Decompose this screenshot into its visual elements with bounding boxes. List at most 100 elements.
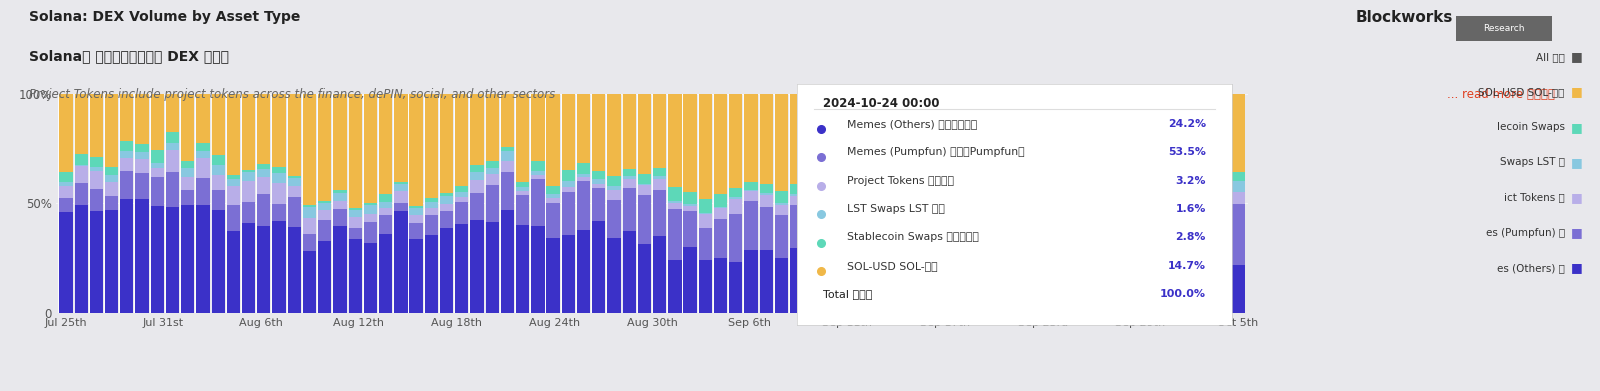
Bar — [410, 94, 422, 206]
Bar — [669, 94, 682, 187]
Bar — [866, 175, 880, 183]
Bar — [181, 167, 194, 177]
Bar — [744, 190, 758, 192]
Bar — [1003, 174, 1016, 192]
Bar — [699, 94, 712, 199]
Bar — [1094, 265, 1107, 313]
Text: ■: ■ — [1571, 50, 1582, 63]
Bar — [744, 94, 758, 182]
Bar — [790, 248, 803, 313]
Bar — [805, 94, 819, 181]
Bar — [1216, 265, 1229, 313]
Bar — [957, 167, 971, 169]
Bar — [211, 94, 226, 155]
Bar — [90, 189, 102, 211]
Text: Memes (Others) 模因（其他）: Memes (Others) 模因（其他） — [846, 119, 978, 129]
Bar — [394, 94, 408, 182]
Text: ■: ■ — [1571, 191, 1582, 204]
Bar — [531, 226, 544, 313]
Bar — [562, 187, 574, 192]
Bar — [288, 197, 301, 227]
Bar — [821, 94, 834, 189]
Bar — [714, 208, 728, 219]
Bar — [1216, 190, 1229, 265]
Bar — [318, 241, 331, 313]
Bar — [1094, 94, 1107, 176]
Bar — [866, 94, 880, 175]
Bar — [942, 157, 955, 159]
Bar — [683, 206, 696, 210]
Bar — [59, 212, 72, 313]
Bar — [805, 189, 819, 190]
Bar — [75, 94, 88, 154]
Bar — [90, 171, 102, 189]
Bar — [1048, 202, 1062, 257]
Bar — [730, 197, 742, 199]
Bar — [714, 94, 728, 194]
Bar — [866, 189, 880, 203]
Bar — [333, 226, 347, 313]
Bar — [59, 94, 72, 172]
Bar — [957, 94, 971, 167]
Bar — [1048, 187, 1062, 202]
Text: ict Tokens 项: ict Tokens 项 — [1504, 192, 1565, 203]
Bar — [835, 242, 850, 313]
Bar — [744, 182, 758, 190]
Text: 14.7%: 14.7% — [1168, 261, 1206, 271]
Bar — [150, 206, 163, 313]
Bar — [227, 231, 240, 313]
Bar — [942, 227, 955, 313]
Bar — [1171, 165, 1184, 171]
Bar — [454, 94, 469, 187]
Bar — [515, 191, 530, 195]
Bar — [1202, 199, 1214, 204]
Bar — [1048, 176, 1062, 179]
Bar — [942, 94, 955, 154]
Bar — [120, 94, 133, 141]
Text: Stablecoin Swaps 稳定币掌期: Stablecoin Swaps 稳定币掌期 — [846, 232, 979, 242]
Bar — [896, 195, 910, 242]
Bar — [683, 247, 696, 313]
Bar — [957, 195, 971, 239]
Bar — [515, 187, 530, 191]
Bar — [866, 232, 880, 313]
Bar — [638, 196, 651, 244]
Bar — [760, 195, 773, 208]
Bar — [805, 201, 819, 239]
Bar — [653, 237, 666, 313]
Bar — [576, 163, 590, 174]
Bar — [1094, 187, 1107, 201]
Bar — [333, 94, 347, 190]
Bar — [288, 186, 301, 197]
Bar — [608, 238, 621, 313]
Bar — [424, 208, 438, 215]
Bar — [760, 94, 773, 184]
Bar — [882, 156, 894, 176]
Bar — [851, 190, 864, 196]
Bar — [90, 157, 102, 167]
Bar — [1064, 253, 1077, 313]
Bar — [1186, 176, 1198, 183]
Bar — [1078, 197, 1093, 204]
Bar — [973, 94, 986, 158]
Bar — [1171, 171, 1184, 176]
Bar — [379, 208, 392, 215]
Bar — [136, 94, 149, 144]
Bar — [379, 234, 392, 313]
Bar — [1232, 265, 1245, 313]
Bar — [638, 184, 651, 185]
Bar — [106, 182, 118, 196]
Bar — [1202, 192, 1214, 199]
Bar — [699, 260, 712, 313]
Bar — [912, 201, 925, 246]
Bar — [440, 194, 453, 196]
Bar — [288, 94, 301, 176]
Bar — [1110, 172, 1123, 176]
Bar — [669, 260, 682, 313]
Bar — [912, 177, 925, 184]
Bar — [622, 169, 635, 176]
Bar — [866, 203, 880, 232]
Bar — [896, 170, 910, 173]
Text: ■: ■ — [1571, 120, 1582, 134]
Bar — [805, 239, 819, 313]
